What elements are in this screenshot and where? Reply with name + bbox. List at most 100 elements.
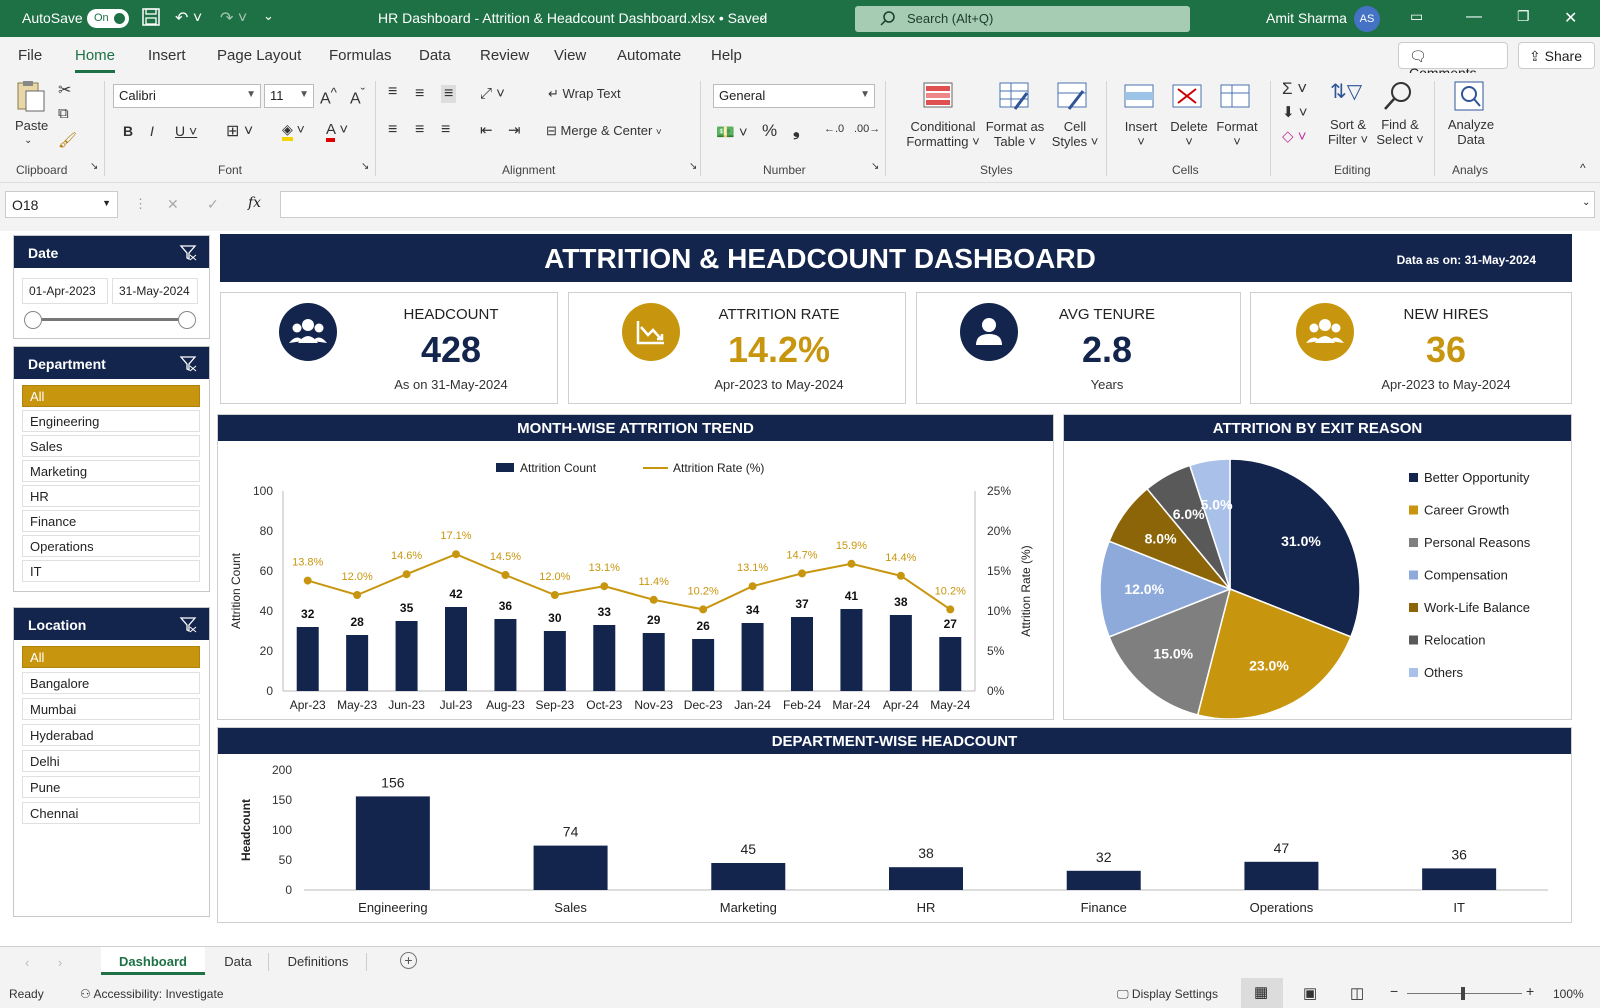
tab-home[interactable]: Home — [75, 47, 116, 73]
tab-automate[interactable]: Automate — [617, 47, 682, 64]
collapse-ribbon-icon[interactable]: ^ — [1580, 161, 1586, 175]
tab-formulas[interactable]: Formulas — [329, 47, 392, 64]
borders-icon[interactable]: ⊞ ˅ — [226, 123, 254, 140]
clear-icon[interactable]: ◇ ˅ — [1282, 128, 1307, 145]
page-layout-view-icon[interactable]: ▣ — [1303, 985, 1318, 1002]
scroll-left-icon[interactable]: ‹ — [25, 955, 30, 970]
copy-icon[interactable]: ⧉ — [58, 105, 69, 122]
decrease-decimal-icon[interactable]: .00→ — [854, 123, 881, 135]
slicer-item-hyderabad[interactable]: Hyderabad — [22, 724, 200, 746]
share-button[interactable]: ⇪ Share — [1518, 42, 1595, 69]
tab-insert[interactable]: Insert — [148, 47, 186, 64]
cut-icon[interactable]: ✂ — [58, 82, 72, 99]
tab-view[interactable]: View — [554, 47, 587, 64]
sheet-tab-data[interactable]: Data — [224, 954, 252, 969]
clear-filter-icon[interactable] — [179, 354, 197, 372]
font-color-icon[interactable]: A ˅ — [326, 121, 348, 142]
accessibility-status[interactable]: ⚇ Accessibility: Investigate — [80, 987, 224, 1001]
tab-review[interactable]: Review — [480, 47, 530, 64]
slicer-item-pune[interactable]: Pune — [22, 776, 200, 798]
sort-filter-button[interactable]: Sort & Filter ˅ — [1327, 117, 1369, 147]
minimize-icon[interactable]: — — [1466, 8, 1482, 25]
format-cells-button[interactable]: Format ˅ — [1216, 119, 1258, 149]
format-cells-icon[interactable] — [1218, 79, 1252, 113]
clear-filter-icon[interactable] — [179, 615, 197, 633]
format-as-table-button[interactable]: Format as Table ˅ — [985, 119, 1045, 149]
date-slicer[interactable]: Date 01-Apr-2023 31-May-2024 — [13, 235, 210, 339]
expand-formula-icon[interactable]: ⌄ — [1582, 197, 1591, 208]
comma-style-icon[interactable]: ❟ — [793, 121, 800, 140]
user-name[interactable]: Amit Sharma — [1266, 10, 1347, 26]
cell-styles-button[interactable]: Cell Styles ˅ — [1051, 119, 1099, 149]
tab-file[interactable]: File — [18, 47, 43, 64]
percent-icon[interactable]: % — [762, 121, 778, 140]
slicer-item-marketing[interactable]: Marketing — [22, 460, 200, 482]
autosum-icon[interactable]: Σ ˅ — [1282, 79, 1308, 98]
analyze-data-icon[interactable] — [1452, 79, 1486, 113]
cell-styles-icon[interactable] — [1055, 79, 1089, 113]
redo-icon[interactable]: ↷ ˅ — [220, 10, 248, 27]
slicer-item-hr[interactable]: HR — [22, 485, 200, 507]
close-icon[interactable]: ✕ — [1564, 10, 1578, 27]
align-right-icon[interactable]: ≡ — [441, 121, 451, 138]
avatar[interactable]: AS — [1354, 6, 1380, 32]
date-from-input[interactable]: 01-Apr-2023 — [22, 278, 108, 304]
merge-center-button[interactable]: ⊟ Merge & Center ˅ — [546, 123, 662, 139]
insert-cells-button[interactable]: Insert ˅ — [1124, 119, 1158, 149]
document-title[interactable]: HR Dashboard - Attrition & Headcount Das… — [378, 10, 768, 26]
delete-cells-button[interactable]: Delete ˅ — [1170, 119, 1208, 149]
normal-view-button[interactable]: ▦ — [1241, 978, 1283, 1008]
sheet-tab-definitions[interactable]: Definitions — [287, 954, 349, 969]
wrap-text-button[interactable]: ↵ Wrap Text — [548, 86, 621, 102]
location-slicer[interactable]: Location All Bangalore Mumbai Hyderabad … — [13, 607, 210, 917]
undo-icon[interactable]: ↶ ˅ — [175, 10, 203, 27]
formula-input[interactable] — [280, 191, 1595, 218]
format-as-table-icon[interactable] — [997, 79, 1031, 113]
slicer-item-operations[interactable]: Operations — [22, 535, 200, 557]
autosave-toggle[interactable]: On — [87, 9, 129, 28]
align-left-icon[interactable]: ≡ — [388, 121, 398, 138]
title-chevron-icon[interactable]: ⌄ — [758, 11, 768, 23]
restore-icon[interactable]: ❐ — [1517, 8, 1530, 24]
increase-decimal-icon[interactable]: ←.0 — [824, 123, 845, 135]
sheet-tab-dashboard[interactable]: Dashboard — [101, 947, 205, 975]
clear-filter-icon[interactable] — [179, 243, 197, 261]
align-bottom-icon[interactable]: ≡ — [441, 85, 457, 103]
zoom-out-icon[interactable]: − — [1390, 983, 1399, 999]
align-middle-icon[interactable]: ≡ — [415, 85, 425, 102]
slicer-item-bangalore[interactable]: Bangalore — [22, 672, 200, 694]
paste-chevron-icon[interactable]: ⌄ — [24, 135, 33, 146]
decrease-indent-icon[interactable]: ⇤ — [480, 122, 493, 139]
cancel-icon[interactable]: ✕ — [167, 196, 179, 212]
accounting-format-icon[interactable]: 💵 ˅ — [716, 124, 748, 141]
enter-icon[interactable]: ✓ — [207, 196, 219, 212]
font-launcher-icon[interactable]: ↘ — [361, 161, 370, 172]
name-box[interactable]: O18 ▼ — [5, 191, 118, 218]
date-end-handle[interactable] — [178, 311, 196, 329]
page-break-view-icon[interactable]: ◫ — [1350, 985, 1365, 1002]
save-icon[interactable] — [142, 8, 160, 31]
add-sheet-icon[interactable]: + — [400, 952, 417, 969]
fill-icon[interactable]: ⬇ ˅ — [1282, 104, 1308, 121]
fill-color-icon[interactable]: ◈ ˅ — [282, 121, 305, 141]
slicer-item-all[interactable]: All — [22, 385, 200, 407]
format-painter-icon[interactable]: 🖌 — [58, 132, 78, 149]
number-launcher-icon[interactable]: ↘ — [871, 161, 880, 172]
slicer-item-delhi[interactable]: Delhi — [22, 750, 200, 772]
display-settings-button[interactable]: 🖵 Display Settings — [1117, 987, 1218, 1002]
sort-filter-icon[interactable]: ⇅▽ — [1330, 81, 1363, 103]
slicer-item-mumbai[interactable]: Mumbai — [22, 698, 200, 720]
font-size-select[interactable]: 11 ▼ — [264, 84, 314, 108]
paste-icon[interactable] — [14, 79, 48, 113]
analyze-data-button[interactable]: Analyze Data — [1443, 117, 1499, 147]
insert-function-icon[interactable]: fx — [248, 195, 262, 211]
find-select-icon[interactable] — [1381, 79, 1415, 113]
increase-font-icon[interactable]: A^ — [320, 85, 337, 108]
number-format-select[interactable]: General ▼ — [713, 84, 875, 108]
decrease-font-icon[interactable]: Aˇ — [350, 85, 366, 108]
alignment-launcher-icon[interactable]: ↘ — [689, 161, 698, 172]
search-box[interactable]: Search (Alt+Q) — [855, 6, 1190, 32]
slicer-item-it[interactable]: IT — [22, 560, 200, 582]
worksheet[interactable]: Date 01-Apr-2023 31-May-2024 Department … — [0, 231, 1600, 946]
delete-cells-icon[interactable] — [1170, 79, 1204, 113]
